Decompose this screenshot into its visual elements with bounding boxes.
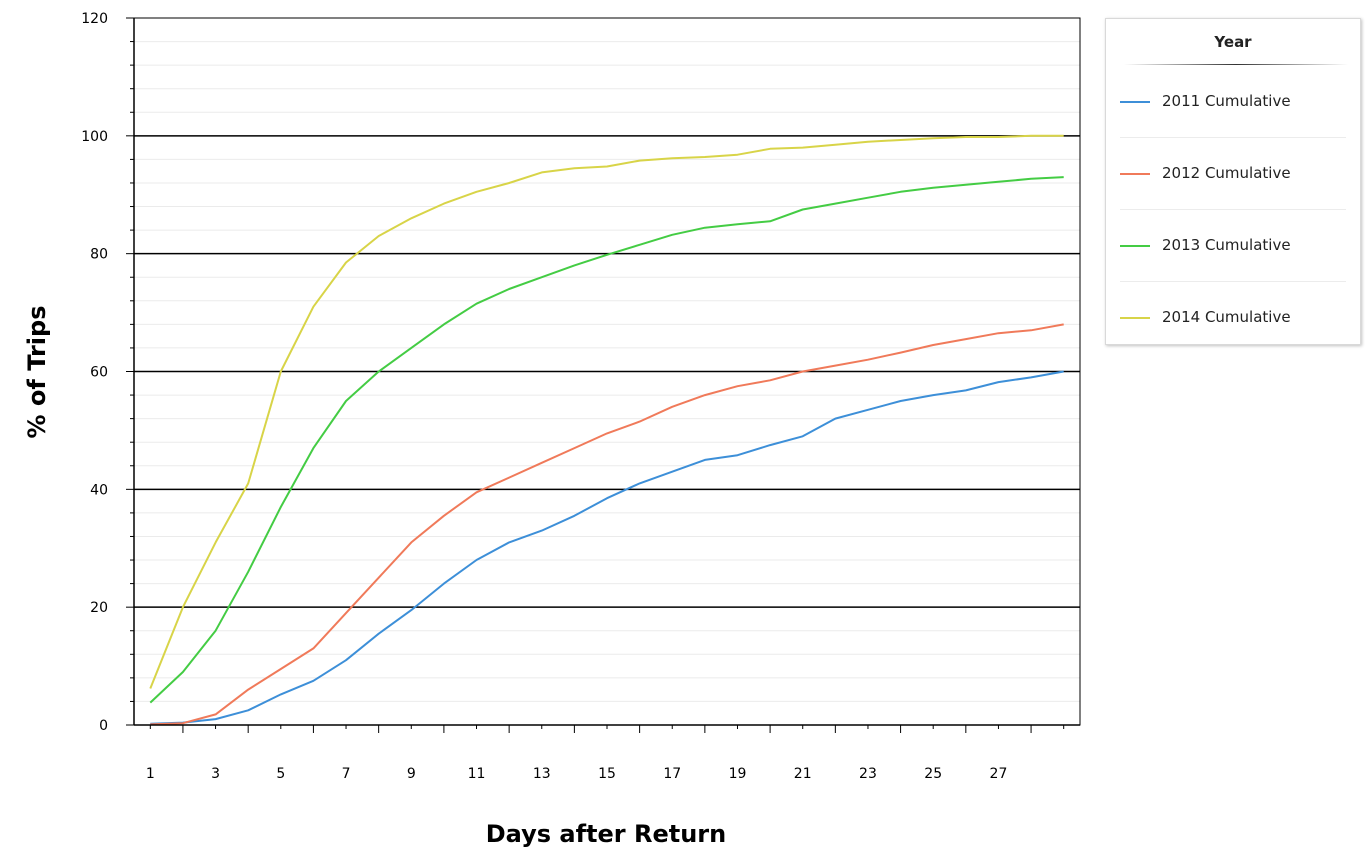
legend-item-2012: 2012 Cumulative bbox=[1106, 138, 1360, 210]
series-lines bbox=[149, 134, 1064, 726]
y-axis-title: % of Trips bbox=[23, 306, 51, 439]
y-tick-label: 80 bbox=[90, 247, 108, 263]
legend-swatch-2014 bbox=[1120, 317, 1150, 319]
y-tick-label: 60 bbox=[90, 365, 108, 381]
legend-separator bbox=[1120, 137, 1346, 138]
legend: Year 2011 Cumulative 2012 Cumulative 201… bbox=[1105, 18, 1361, 345]
x-tick-label: 11 bbox=[468, 766, 486, 782]
x-tick-label: 9 bbox=[407, 766, 416, 782]
y-tick-label: 0 bbox=[99, 718, 108, 734]
x-tick-label: 7 bbox=[342, 766, 351, 782]
y-tick-label: 40 bbox=[90, 482, 108, 498]
x-axis-title: Days after Return bbox=[486, 820, 726, 848]
legend-separator bbox=[1120, 209, 1346, 210]
series-line-2011 bbox=[150, 370, 1064, 725]
x-tick-label: 21 bbox=[794, 766, 812, 782]
x-tick-label: 3 bbox=[211, 766, 220, 782]
x-tick-label: 25 bbox=[924, 766, 942, 782]
y-tick-label: 100 bbox=[81, 129, 108, 145]
legend-label-2014: 2014 Cumulative bbox=[1162, 308, 1291, 326]
legend-label-2013: 2013 Cumulative bbox=[1162, 236, 1291, 254]
series-line-2013 bbox=[149, 176, 1064, 704]
minor-gridlines bbox=[134, 41, 1080, 702]
x-tick-label: 15 bbox=[598, 766, 616, 782]
legend-item-2013: 2013 Cumulative bbox=[1106, 210, 1360, 282]
legend-swatch-2012 bbox=[1120, 173, 1150, 175]
series-line-2014 bbox=[149, 134, 1064, 689]
major-gridlines bbox=[134, 135, 1080, 608]
y-tick-label: 120 bbox=[81, 11, 108, 27]
legend-label-2011: 2011 Cumulative bbox=[1162, 92, 1291, 110]
series-line-2012 bbox=[150, 323, 1064, 726]
legend-item-2014: 2014 Cumulative bbox=[1106, 282, 1360, 354]
x-tick-label: 5 bbox=[276, 766, 285, 782]
x-axis-ticks: 1 3 5 7 9 11 13 15 17 19 21 23 25 27 bbox=[146, 725, 1065, 782]
legend-item-2011: 2011 Cumulative bbox=[1106, 66, 1360, 138]
legend-title: Year bbox=[1214, 33, 1252, 51]
x-tick-label: 27 bbox=[990, 766, 1008, 782]
x-tick-label: 17 bbox=[663, 766, 681, 782]
legend-swatch-2013 bbox=[1120, 245, 1150, 247]
legend-separator bbox=[1120, 281, 1346, 282]
y-axis-ticks: 0 20 40 60 80 100 120 bbox=[81, 11, 134, 734]
x-tick-label: 13 bbox=[533, 766, 551, 782]
y-tick-label: 20 bbox=[90, 600, 108, 616]
x-tick-label: 23 bbox=[859, 766, 877, 782]
x-tick-label: 19 bbox=[729, 766, 747, 782]
legend-title-divider bbox=[1124, 64, 1348, 65]
legend-swatch-2011 bbox=[1120, 101, 1150, 103]
legend-label-2012: 2012 Cumulative bbox=[1162, 164, 1291, 182]
x-tick-label: 1 bbox=[146, 766, 155, 782]
